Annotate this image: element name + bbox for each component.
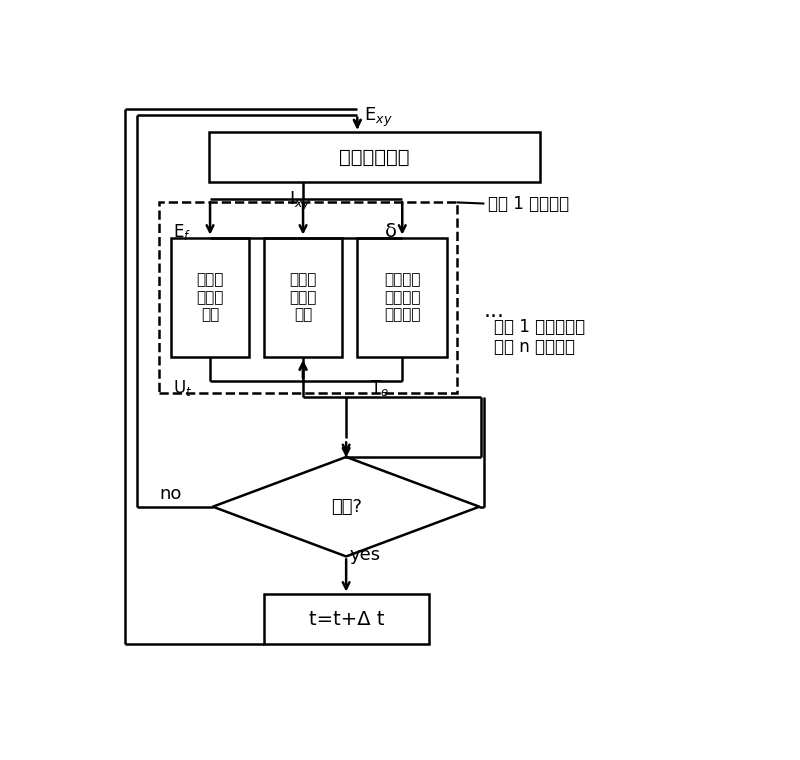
Text: ...: ... xyxy=(483,301,504,321)
Text: no: no xyxy=(159,485,182,503)
Polygon shape xyxy=(209,132,540,182)
Text: T$_e$: T$_e$ xyxy=(370,378,389,398)
Text: 原动机及
调速系统
仿真模型: 原动机及 调速系统 仿真模型 xyxy=(384,273,421,322)
Text: 同步电
机仿真
模型: 同步电 机仿真 模型 xyxy=(290,273,317,322)
Text: E$_{xy}$: E$_{xy}$ xyxy=(363,106,392,129)
Text: 励磁系
统仿真
模型: 励磁系 统仿真 模型 xyxy=(196,273,224,322)
Text: 收敛?: 收敛? xyxy=(330,498,362,516)
Text: 机组 1 仿真模型: 机组 1 仿真模型 xyxy=(487,195,569,213)
Text: δ: δ xyxy=(386,222,397,241)
Polygon shape xyxy=(264,237,342,357)
Polygon shape xyxy=(264,594,429,644)
Text: I$_{xy}$: I$_{xy}$ xyxy=(289,189,312,213)
Text: 电网仿真模型: 电网仿真模型 xyxy=(339,147,410,166)
Text: t=t+Δ t: t=t+Δ t xyxy=(309,610,384,629)
Text: yes: yes xyxy=(350,546,381,564)
Text: U$_t$: U$_t$ xyxy=(173,378,193,398)
Polygon shape xyxy=(358,237,447,357)
Text: 机组 1 仿真模型～
机组 n 仿真模型: 机组 1 仿真模型～ 机组 n 仿真模型 xyxy=(494,318,585,356)
Text: E$_f$: E$_f$ xyxy=(173,222,191,242)
Polygon shape xyxy=(171,237,249,357)
